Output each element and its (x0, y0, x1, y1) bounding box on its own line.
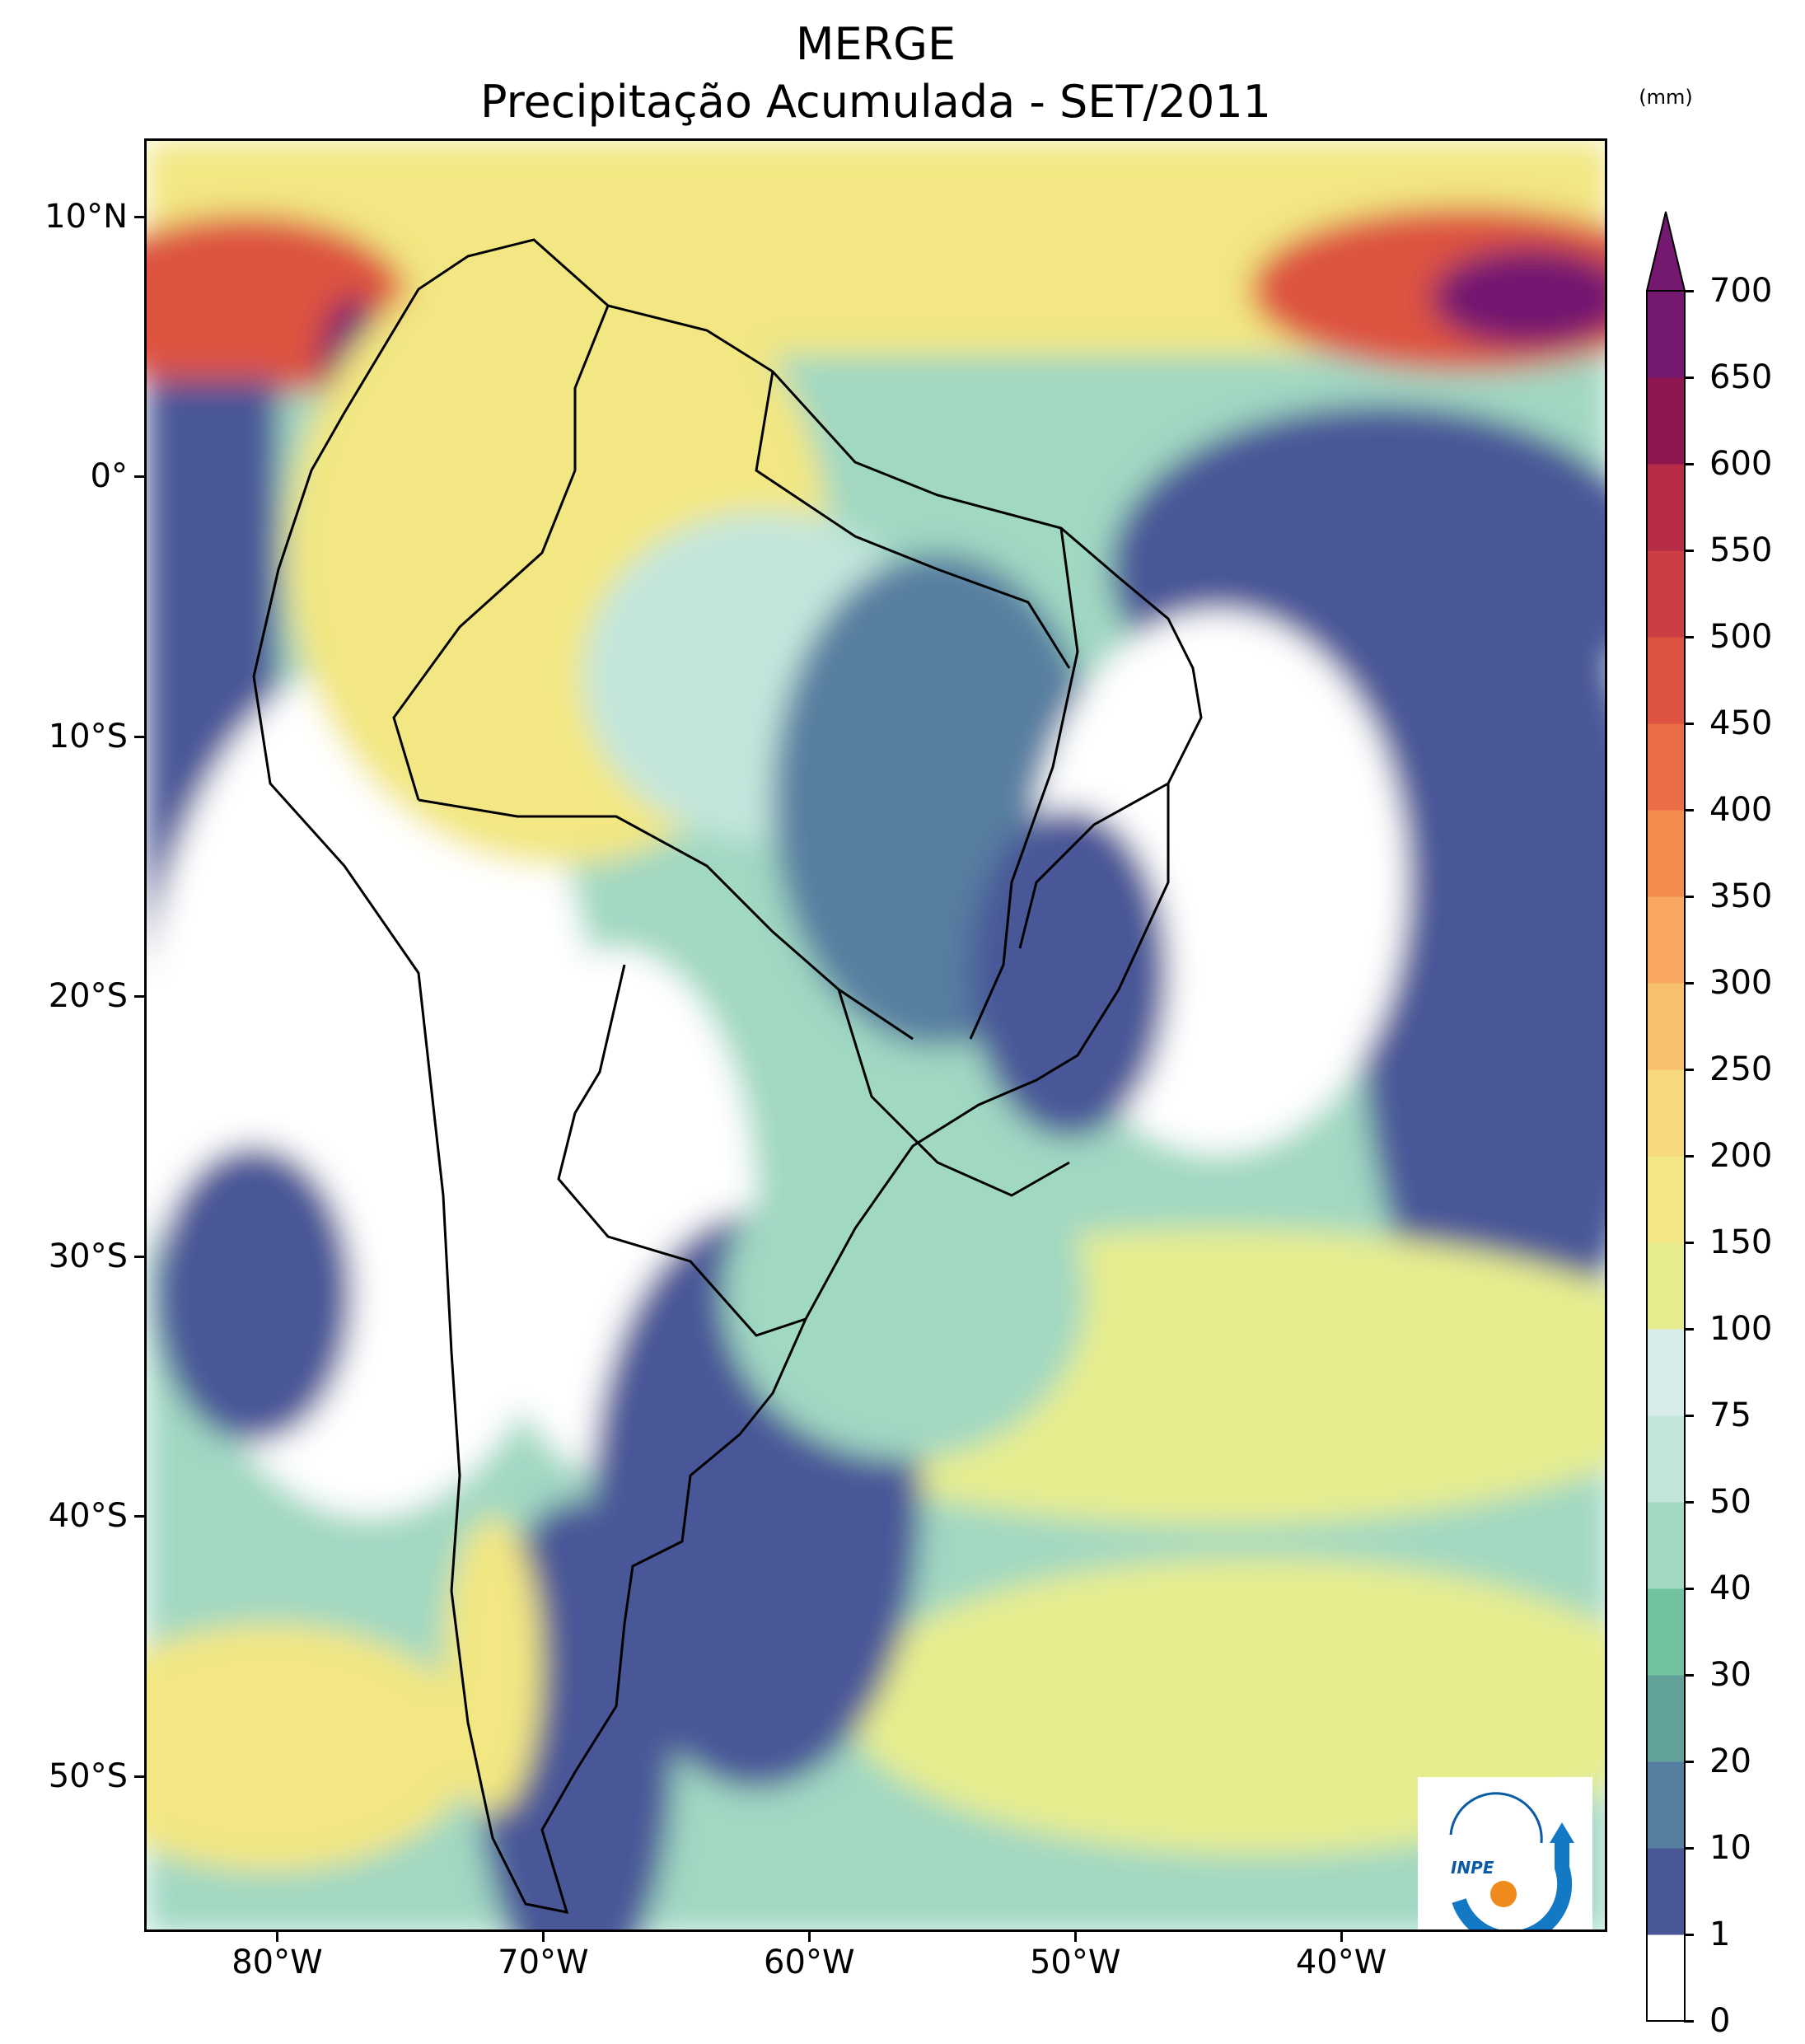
colorbar-segment (1647, 723, 1685, 811)
lon-tick-label: 40°W (1295, 1943, 1387, 1981)
lat-tick (134, 1255, 144, 1258)
colorbar-extend-arrow (1646, 211, 1686, 292)
lat-tick (134, 215, 144, 218)
lat-tick-label: 10°S (48, 717, 128, 755)
colorbar-segment (1647, 896, 1685, 984)
lon-tick (1340, 1932, 1344, 1942)
colorbar-tick (1684, 1501, 1694, 1504)
colorbar-tick (1684, 290, 1694, 292)
inpe-logo: INPE (1418, 1777, 1592, 1929)
lat-tick (134, 735, 144, 738)
map-subtitle: Precipitação Acumulada - SET/2011 (479, 76, 1272, 128)
lon-tick (542, 1932, 545, 1942)
colorbar-segment (1647, 291, 1685, 378)
colorbar-tick (1684, 1674, 1694, 1677)
colorbar-tick (1684, 377, 1694, 379)
lat-tick-label: 10°N (44, 197, 128, 236)
colorbar-segment (1647, 637, 1685, 724)
colorbar-tick (1684, 1588, 1694, 1590)
colorbar-level-label: 600 (1709, 445, 1773, 483)
colorbar-level-label: 20 (1709, 1742, 1751, 1780)
precipitation-map: INPE (144, 138, 1607, 1932)
colorbar-segment (1647, 1415, 1685, 1503)
lat-tick-label: 50°S (48, 1756, 128, 1795)
colorbar-tick (1684, 2020, 1694, 2023)
colorbar-tick (1684, 1155, 1694, 1158)
colorbar-tick (1684, 1069, 1694, 1071)
lon-tick-label: 70°W (498, 1943, 589, 1981)
colorbar-level-label: 500 (1709, 618, 1773, 656)
colorbar (1646, 211, 1686, 2022)
colorbar-segment (1647, 1156, 1685, 1243)
colorbar-tick (1684, 1761, 1694, 1763)
colorbar-level-label: 30 (1709, 1656, 1751, 1694)
colorbar-tick (1684, 1934, 1694, 1936)
colorbar-level-label: 300 (1709, 964, 1773, 1002)
colorbar-tick (1684, 1328, 1694, 1331)
colorbar-segment (1647, 983, 1685, 1070)
colorbar-level-label: 250 (1709, 1050, 1773, 1088)
colorbar-level-label: 450 (1709, 704, 1773, 742)
lon-tick (1074, 1932, 1078, 1942)
lat-tick (134, 475, 144, 479)
colorbar-level-label: 10 (1709, 1829, 1751, 1867)
lat-tick-label: 30°S (48, 1237, 128, 1275)
colorbar-tick (1684, 1242, 1694, 1244)
logo-text: INPE (1451, 1858, 1494, 1878)
colorbar-segment (1647, 464, 1685, 551)
lat-tick (134, 995, 144, 999)
colorbar-segment (1647, 377, 1685, 465)
colorbar-level-label: 40 (1709, 1569, 1751, 1607)
colorbar-level-label: 350 (1709, 877, 1773, 915)
colorbar-tick (1684, 982, 1694, 985)
colorbar-unit: (mm) (1639, 86, 1693, 109)
colorbar-segment (1647, 1848, 1685, 1935)
colorbar-level-label: 150 (1709, 1223, 1773, 1261)
lon-tick-label: 60°W (764, 1943, 855, 1981)
colorbar-level-label: 550 (1709, 531, 1773, 569)
lat-tick (134, 1515, 144, 1518)
colorbar-tick (1684, 1847, 1694, 1850)
colorbar-segment (1647, 810, 1685, 897)
colorbar-level-label: 75 (1709, 1396, 1751, 1434)
colorbar-segment (1647, 1329, 1685, 1416)
colorbar-level-label: 700 (1709, 272, 1773, 310)
colorbar-segment (1647, 1675, 1685, 1762)
colorbar-segment (1647, 1761, 1685, 1849)
lon-tick-label: 80°W (231, 1943, 323, 1981)
lon-tick-label: 50°W (1029, 1943, 1121, 1981)
precipitation-field (147, 141, 1605, 1929)
lat-tick-label: 40°S (48, 1497, 128, 1536)
country-borders (252, 238, 1203, 1914)
colorbar-level-label: 400 (1709, 791, 1773, 829)
colorbar-segment (1647, 1588, 1685, 1676)
colorbar-segment (1647, 1502, 1685, 1589)
map-title: MERGE (795, 18, 956, 70)
lat-tick-label: 20°S (48, 977, 128, 1016)
colorbar-tick (1684, 550, 1694, 552)
lon-tick (276, 1932, 279, 1942)
colorbar-segment (1647, 1242, 1685, 1330)
colorbar-segment (1647, 1934, 1685, 2022)
colorbar-tick (1684, 463, 1694, 465)
colorbar-level-label: 200 (1709, 1137, 1773, 1175)
colorbar-tick (1684, 1415, 1694, 1417)
colorbar-tick (1684, 723, 1694, 725)
colorbar-tick (1684, 809, 1694, 812)
colorbar-segment (1647, 1069, 1685, 1157)
colorbar-level-label: 100 (1709, 1310, 1773, 1348)
colorbar-tick (1684, 636, 1694, 638)
lat-tick-label: 0° (90, 457, 128, 496)
lon-tick (808, 1932, 811, 1942)
colorbar-segment (1647, 550, 1685, 638)
colorbar-level-label: 650 (1709, 358, 1773, 396)
colorbar-level-label: 1 (1709, 1915, 1731, 1953)
colorbar-level-label: 50 (1709, 1483, 1751, 1521)
colorbar-level-label: 0 (1709, 2002, 1731, 2040)
colorbar-tick (1684, 896, 1694, 898)
lat-tick (134, 1775, 144, 1778)
